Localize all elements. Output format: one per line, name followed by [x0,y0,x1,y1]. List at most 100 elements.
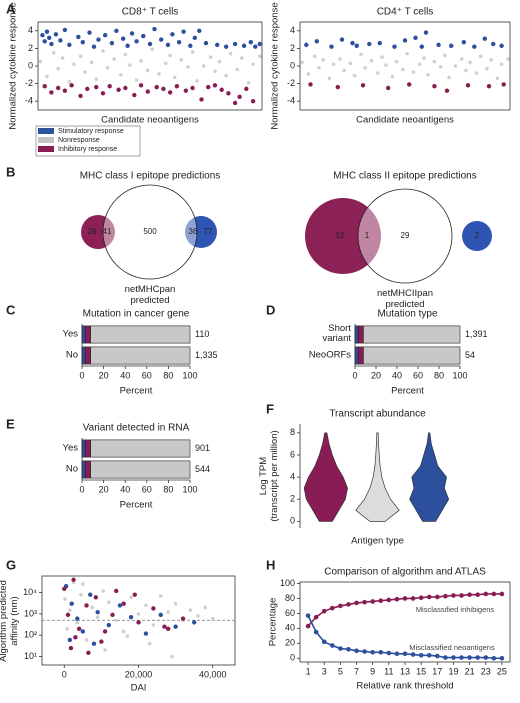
x-tick-label: 3 [322,666,327,676]
x-tick-label: 5 [338,666,343,676]
point [370,649,375,655]
set-circle [102,184,198,280]
point [339,37,345,42]
x-tick-label: 15 [416,666,426,676]
point [378,598,384,603]
point [244,86,249,92]
point [203,605,208,610]
point [370,599,375,604]
point [212,83,218,88]
point [116,87,121,92]
set-label: netMHCIIpan predicted [377,288,433,310]
point [474,71,479,75]
chart-title: Transcript abundance [329,409,426,420]
point [426,73,430,77]
point [394,596,400,602]
point [139,58,143,63]
bar-segment [81,460,86,479]
chart-title: MHC class II epitope predictions [333,171,476,182]
x-tick-label: 20 [371,370,381,380]
point [65,612,71,618]
chart-title: CD8⁺ T cells [122,7,179,18]
point [402,651,408,657]
panel-label: A [6,1,16,16]
point [183,88,189,93]
point [90,605,94,610]
x-tick-label: 17 [432,666,442,676]
y-tick-label: 4 [290,25,295,35]
point [405,51,409,56]
point [45,74,49,79]
point [186,65,190,69]
point [208,55,213,59]
legend-swatch [38,128,54,134]
x-tick-label: 80 [434,370,444,380]
point [394,651,400,657]
point [369,58,374,63]
point [65,626,70,631]
point [342,68,346,73]
point [86,650,91,655]
point [402,596,408,601]
panel-label: B [6,164,15,179]
y-tick-label: -2 [287,78,295,88]
bar-segment [81,439,86,458]
point [67,42,72,48]
point [491,591,497,597]
point [168,53,172,58]
y-tick-label: 60 [285,608,295,618]
point [38,59,43,64]
point [451,655,456,660]
y-tick-label: 2 [290,494,295,504]
bar-segment [354,346,359,365]
point [489,58,493,62]
point [418,652,424,658]
point [384,63,388,67]
point [42,84,47,89]
point [314,39,319,44]
x-tick-label: 7 [354,666,359,676]
x-tick-label: 11 [384,666,393,676]
point [321,639,327,645]
point [128,614,134,620]
point [80,629,86,634]
point [312,54,317,59]
point [390,74,395,79]
point [506,57,510,61]
set-circle [185,216,217,248]
bar-segment [357,346,364,365]
point [40,33,45,38]
total-label: 1,391 [465,329,488,339]
point [306,72,311,76]
point [352,73,357,78]
point [145,68,150,73]
point [120,36,126,41]
point [106,622,112,628]
point [317,65,321,70]
point [196,614,200,618]
point [257,54,262,59]
y-tick-label: 20 [285,638,295,648]
point [103,33,108,38]
point [81,582,85,586]
point [232,100,238,106]
point [410,652,416,657]
point [491,41,496,47]
x-tick-label: 40,000 [199,669,227,679]
point [136,620,141,625]
point [68,608,72,612]
point [210,616,215,621]
point [305,613,311,618]
point [338,646,343,651]
point [461,40,466,45]
point [354,43,359,48]
plot-frame [299,21,511,111]
point [432,84,437,89]
point [223,44,229,49]
point [482,36,487,41]
point [72,62,76,67]
point [53,32,59,37]
point [410,596,416,601]
bar-segment [84,439,91,458]
